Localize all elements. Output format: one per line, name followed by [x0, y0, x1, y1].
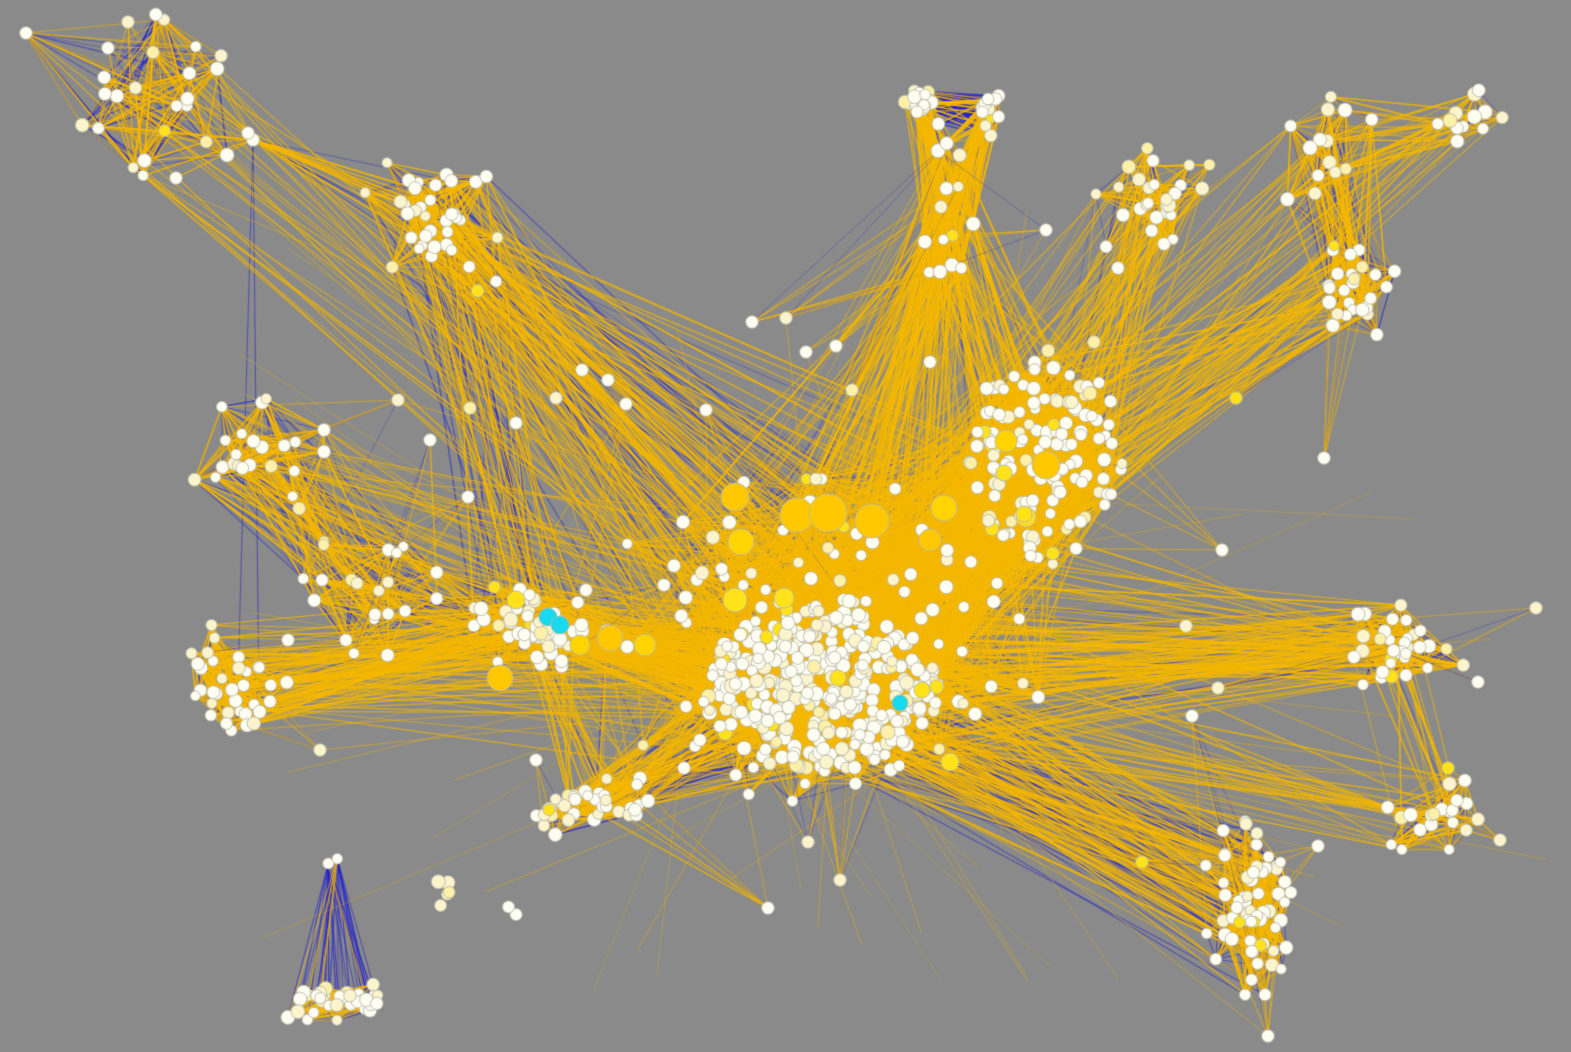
network-graph-visualization[interactable]: [0, 0, 1571, 1052]
network-graph-canvas[interactable]: [0, 0, 1571, 1052]
